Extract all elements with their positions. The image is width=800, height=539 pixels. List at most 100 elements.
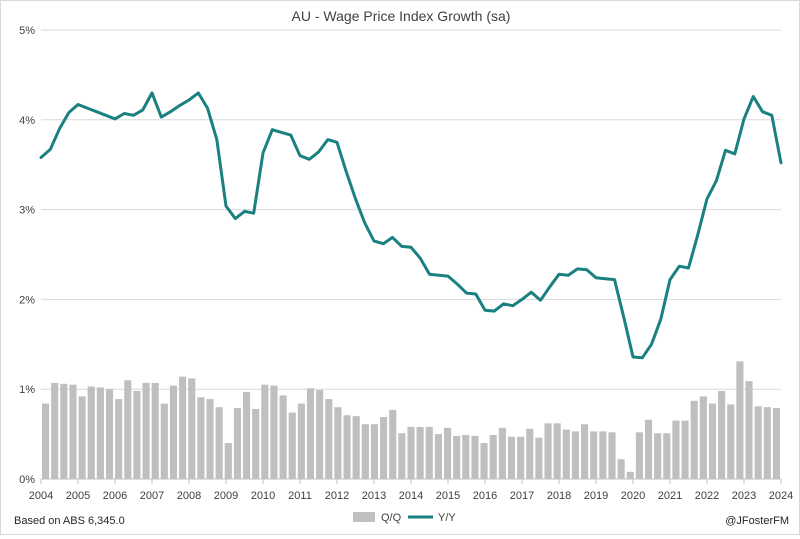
- x-tick-label: 2018: [547, 490, 571, 502]
- qq-bar: [581, 424, 589, 479]
- qq-bar: [142, 382, 150, 479]
- qq-bar: [370, 424, 379, 479]
- qq-bar: [380, 417, 388, 479]
- qq-bar: [60, 383, 68, 479]
- qq-bar: [681, 420, 689, 479]
- y-tick-label: 4%: [19, 115, 35, 127]
- qq-bar: [590, 431, 598, 479]
- qq-bar: [306, 388, 315, 479]
- yy-line: [39, 91, 783, 360]
- x-tick-label: 2014: [399, 490, 423, 502]
- qq-bar: [425, 426, 433, 479]
- qq-bar: [617, 459, 625, 479]
- credit-handle: @JFosterFM: [725, 515, 789, 527]
- qq-bar: [398, 433, 406, 479]
- qq-bar: [599, 431, 607, 479]
- x-tick-label: 2021: [658, 490, 682, 502]
- qq-bar: [453, 435, 461, 479]
- qq-bar: [51, 382, 59, 479]
- qq-bar: [288, 412, 296, 479]
- qq-bar: [215, 407, 223, 479]
- legend: Q/Q Y/Y: [353, 512, 456, 524]
- x-tick-label: 2015: [436, 490, 460, 502]
- qq-bar: [718, 390, 726, 479]
- y-tick-label: 5%: [19, 25, 35, 37]
- x-tick-label: 2013: [362, 490, 386, 502]
- qq-bar: [206, 399, 214, 479]
- qq-bar: [105, 389, 114, 479]
- qq-bar: [535, 437, 543, 479]
- qq-bar: [553, 423, 561, 479]
- qq-bar: [151, 382, 159, 479]
- qq-bar: [754, 406, 762, 479]
- qq-bar: [571, 431, 580, 479]
- x-axis: [40, 478, 782, 484]
- x-tick-label: 2017: [510, 490, 534, 502]
- qq-bar: [252, 408, 260, 479]
- x-tick-label: 2008: [177, 490, 201, 502]
- qq-bar: [407, 426, 415, 479]
- qq-bar: [242, 391, 251, 479]
- qq-bar: [708, 403, 717, 479]
- qq-bar: [526, 428, 534, 479]
- y-tick-label: 3%: [19, 205, 35, 217]
- qq-bar: [188, 378, 196, 479]
- x-tick-label: 2023: [732, 490, 756, 502]
- y-axis-labels: 0% 1% 2% 3% 4% 5%: [19, 25, 35, 486]
- legend-qq-label: Q/Q: [381, 512, 402, 524]
- qq-bar: [745, 381, 753, 479]
- chart-title: AU - Wage Price Index Growth (sa): [292, 8, 511, 24]
- qq-bar: [644, 419, 653, 479]
- qq-bar: [699, 396, 707, 479]
- qq-bar: [297, 403, 305, 479]
- qq-bar: [361, 424, 369, 479]
- qq-bar: [544, 423, 552, 479]
- qq-bar: [233, 408, 241, 479]
- qq-bar: [261, 384, 269, 479]
- x-tick-label: 2006: [103, 490, 127, 502]
- qq-bar: [498, 427, 506, 479]
- qq-bar: [690, 400, 698, 479]
- yy-line-series: [39, 91, 783, 360]
- x-tick-label: 2020: [621, 490, 645, 502]
- x-tick-label: 2010: [251, 490, 275, 502]
- qq-bar: [343, 415, 351, 479]
- qq-bar: [443, 427, 452, 479]
- x-tick-label: 2011: [288, 490, 312, 502]
- qq-bar: [124, 380, 132, 479]
- qq-bar: [471, 435, 479, 479]
- qq-bar: [434, 434, 442, 479]
- qq-bar: [736, 361, 744, 479]
- qq-bar: [169, 385, 178, 479]
- qq-bar: [96, 387, 104, 479]
- qq-bar: [626, 471, 634, 479]
- qq-bar: [334, 407, 342, 479]
- qq-bar: [462, 434, 470, 479]
- y-tick-label: 0%: [19, 474, 35, 486]
- qq-bar: [507, 436, 516, 479]
- qq-bar: [562, 429, 570, 479]
- qq-bar: [672, 420, 680, 479]
- x-tick-label: 2012: [325, 490, 349, 502]
- qq-bar: [480, 443, 488, 479]
- qq-bar: [115, 399, 123, 479]
- qq-bar: [78, 396, 86, 479]
- qq-bar: [270, 385, 278, 479]
- x-tick-label: 2022: [695, 490, 719, 502]
- qq-bar: [663, 433, 671, 479]
- source-note: Based on ABS 6,345.0: [14, 515, 125, 527]
- qq-bar: [654, 433, 662, 479]
- x-tick-label: 2004: [29, 490, 53, 502]
- qq-bar: [316, 390, 324, 479]
- legend-yy-label: Y/Y: [438, 512, 456, 524]
- y-tick-label: 2%: [19, 294, 35, 306]
- qq-bar: [763, 407, 771, 479]
- qq-bar: [179, 376, 187, 479]
- x-tick-label: 2019: [584, 490, 608, 502]
- qq-bar: [87, 386, 95, 479]
- qq-bar: [197, 397, 205, 479]
- qq-bar: [69, 384, 77, 479]
- qq-bar: [133, 390, 141, 479]
